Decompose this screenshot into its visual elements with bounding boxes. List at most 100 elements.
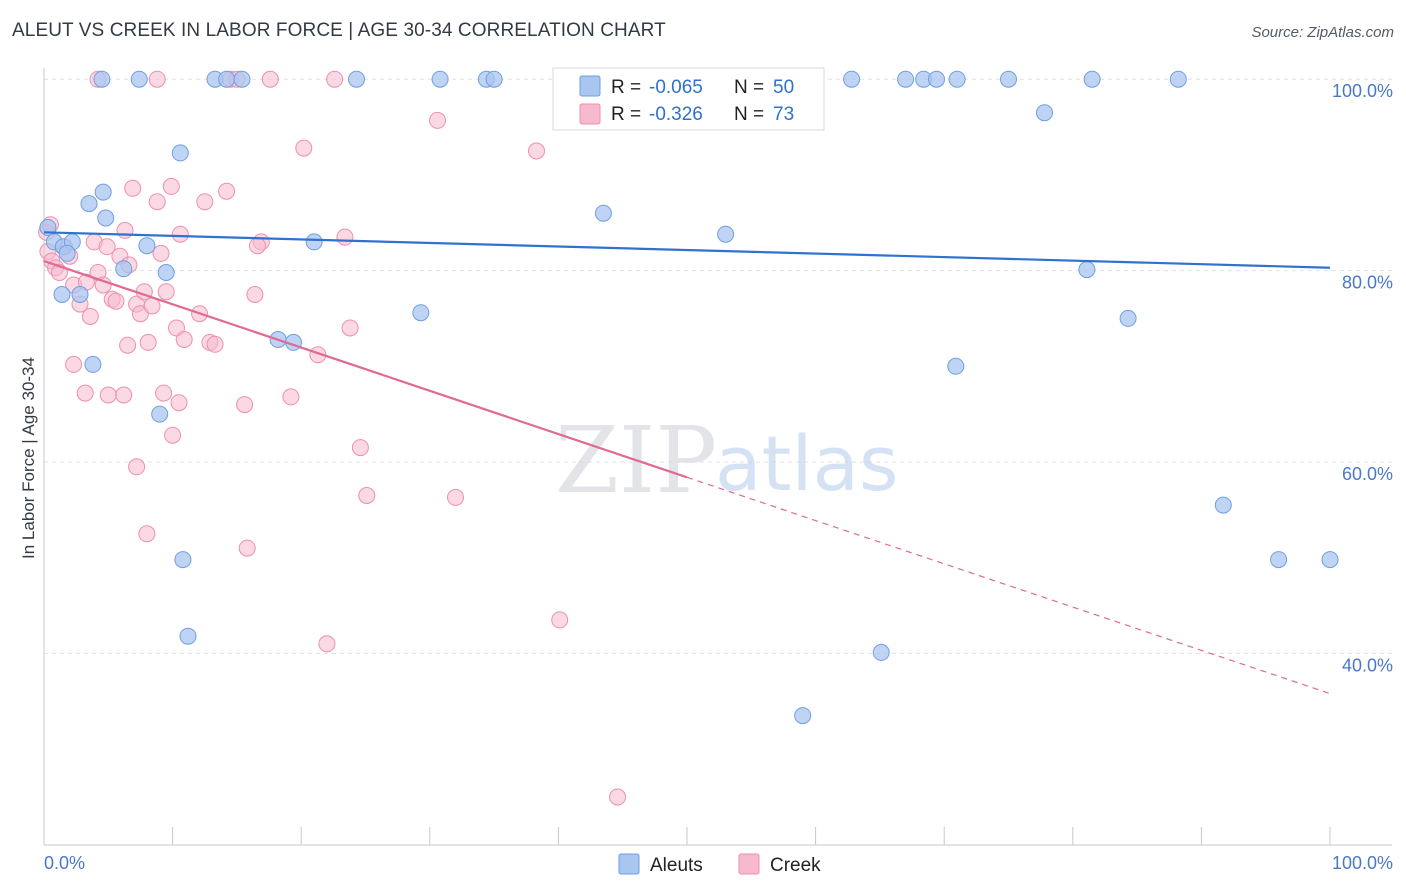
- aleut-r-label: R =: [611, 77, 641, 98]
- creek-r-label: R =: [611, 104, 641, 125]
- aleut-point: [412, 304, 430, 322]
- aleut-point: [84, 355, 102, 373]
- creek-point: [358, 487, 376, 504]
- creek-point: [295, 139, 313, 157]
- legend-aleuts-label: Aleuts: [650, 855, 703, 876]
- creek-swatch: [579, 103, 601, 125]
- creek-point: [318, 635, 336, 653]
- creek-point: [170, 394, 188, 412]
- y-tick-label: 60.0%: [1342, 464, 1393, 484]
- aleut-n-value: 50: [773, 77, 794, 98]
- creek-point: [261, 70, 279, 88]
- x-tick-label: 100.0%: [1332, 853, 1393, 873]
- creek-point: [94, 276, 112, 294]
- aleut-point: [93, 70, 111, 88]
- creek-point: [99, 386, 117, 404]
- creek-point: [107, 292, 125, 310]
- aleut-trend-line: [43, 231, 1331, 269]
- aleut-point: [948, 70, 966, 88]
- aleut-point: [151, 405, 169, 423]
- aleut-point: [157, 264, 175, 281]
- creek-trend-line-extrapolated: [686, 476, 1331, 695]
- trend-lines: [43, 231, 1331, 695]
- y-tick-labels: 40.0% 60.0% 80.0% 100.0%: [1332, 81, 1393, 675]
- aleut-point: [928, 70, 945, 88]
- creek-point: [162, 177, 180, 195]
- creek-points: [38, 70, 627, 806]
- aleut-point: [947, 357, 965, 375]
- aleut-point: [171, 144, 189, 162]
- creek-n-label: N =: [734, 104, 764, 125]
- creek-point: [76, 384, 94, 402]
- creek-point: [128, 458, 146, 476]
- aleut-point: [872, 643, 890, 661]
- aleut-point: [717, 225, 735, 243]
- aleut-point: [794, 707, 812, 725]
- creek-point: [218, 182, 236, 200]
- aleut-point: [1078, 261, 1096, 279]
- aleut-point: [1119, 309, 1137, 327]
- creek-point: [236, 396, 254, 414]
- aleut-n-label: N =: [734, 77, 764, 98]
- aleut-point: [1214, 496, 1232, 514]
- legend-creek-label: Creek: [770, 855, 821, 876]
- creek-point: [528, 142, 545, 160]
- creek-point: [551, 611, 569, 629]
- chart-source: Source: ZipAtlas.com: [1251, 24, 1394, 41]
- creek-point: [196, 193, 214, 211]
- x-tick-label: 0.0%: [44, 853, 85, 873]
- creek-point: [175, 331, 193, 348]
- creek-point: [152, 244, 170, 262]
- aleut-point: [305, 233, 323, 251]
- creek-point: [246, 286, 264, 303]
- creek-point: [148, 70, 166, 88]
- creek-point: [282, 388, 300, 406]
- aleut-point: [843, 70, 861, 88]
- creek-n-value: 73: [773, 104, 794, 125]
- aleut-point: [1036, 104, 1053, 122]
- aleut-point: [233, 70, 251, 88]
- creek-point: [336, 228, 354, 246]
- aleut-point: [53, 286, 71, 303]
- aleut-point: [130, 70, 148, 88]
- aleut-r-value: -0.065: [649, 77, 703, 98]
- creek-point: [238, 539, 256, 557]
- aleut-point: [1270, 551, 1288, 569]
- aleut-point: [348, 70, 365, 88]
- creek-point: [116, 221, 134, 239]
- y-axis-title: In Labor Force | Age 30-34: [19, 357, 38, 559]
- aleut-point: [80, 195, 98, 213]
- creek-point: [138, 525, 156, 543]
- aleut-point: [1083, 70, 1101, 88]
- watermark: ZIP atlas: [555, 407, 899, 514]
- aleut-point: [138, 237, 156, 255]
- aleut-point: [431, 70, 449, 88]
- gridlines: [44, 78, 1392, 654]
- creek-point: [81, 308, 99, 325]
- creek-point: [249, 237, 266, 255]
- y-tick-label: 100.0%: [1332, 81, 1393, 101]
- aleut-point: [179, 627, 197, 645]
- aleut-point: [58, 244, 76, 262]
- y-tick-label: 40.0%: [1342, 655, 1393, 675]
- x-tick-labels: 0.0% 100.0%: [44, 853, 1393, 873]
- chart-title: ALEUT VS CREEK IN LABOR FORCE | AGE 30-3…: [12, 20, 666, 41]
- axes: [43, 68, 1392, 846]
- creek-point: [155, 384, 173, 402]
- aleut-point: [1321, 551, 1339, 569]
- creek-point: [326, 70, 344, 88]
- aleut-point: [94, 183, 112, 201]
- creek-point: [157, 283, 175, 301]
- creek-point: [609, 788, 627, 806]
- aleut-point: [1000, 70, 1017, 88]
- series-legend: Aleuts Creek: [618, 853, 821, 876]
- aleut-point: [71, 286, 89, 303]
- creek-point: [124, 179, 142, 197]
- aleut-point: [174, 551, 192, 569]
- creek-point: [341, 319, 359, 337]
- aleut-point: [897, 70, 915, 88]
- creek-point: [65, 355, 83, 373]
- creek-point: [98, 238, 116, 256]
- legend-creek-swatch: [738, 853, 760, 875]
